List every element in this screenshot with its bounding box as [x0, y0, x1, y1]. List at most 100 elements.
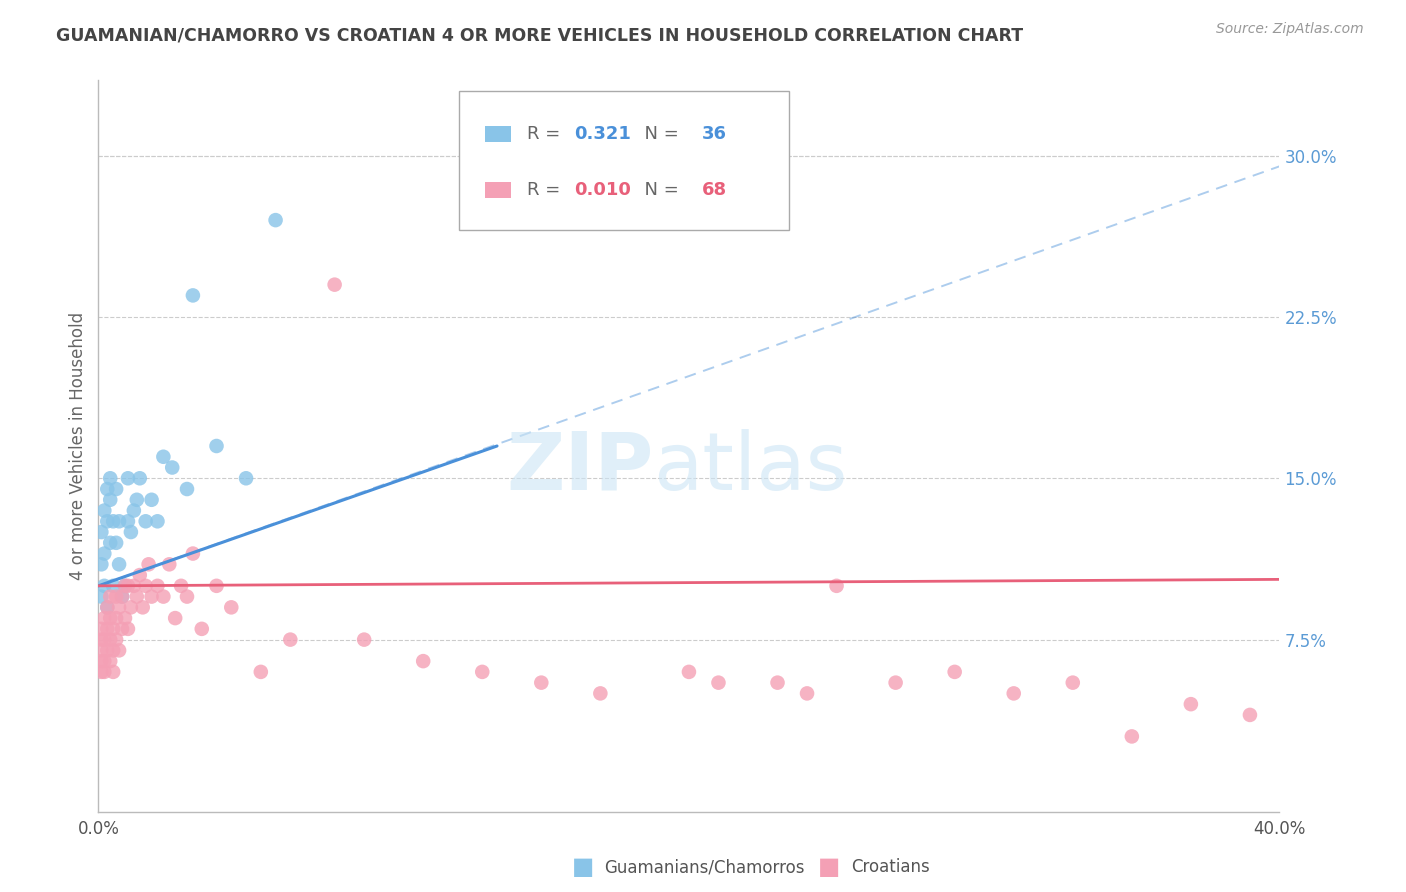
Text: 36: 36 [702, 125, 727, 143]
Text: N =: N = [634, 125, 685, 143]
Point [122, 579, 145, 593]
Point [93, 632, 115, 647]
Point [141, 492, 163, 507]
Point [766, 675, 789, 690]
Point [96, 514, 118, 528]
Point [157, 558, 180, 572]
Point [181, 547, 204, 561]
Point [111, 590, 134, 604]
Point [176, 590, 198, 604]
Point [1180, 697, 1202, 711]
Point [90, 524, 112, 539]
Bar [485, 182, 510, 198]
Point [530, 675, 553, 690]
Point [108, 558, 131, 572]
Point [90, 590, 112, 604]
Point [117, 514, 139, 528]
Point [98, 471, 121, 485]
Point [678, 665, 700, 679]
Point [471, 665, 494, 679]
Point [152, 590, 174, 604]
Text: atlas: atlas [654, 429, 848, 507]
Point [98, 654, 121, 668]
Text: N =: N = [634, 181, 685, 199]
Point [235, 471, 257, 485]
Point [707, 675, 730, 690]
Point [114, 611, 136, 625]
Point [219, 600, 242, 615]
Point [138, 558, 160, 572]
Point [90, 622, 112, 636]
Point [105, 632, 128, 647]
Point [108, 643, 131, 657]
Point [98, 590, 121, 604]
Point [117, 471, 139, 485]
Point [105, 611, 128, 625]
Point [93, 547, 115, 561]
Point [135, 579, 157, 593]
Point [278, 632, 302, 647]
Point [825, 579, 848, 593]
Text: ■: ■ [572, 855, 595, 879]
Point [135, 514, 157, 528]
Point [205, 579, 228, 593]
Point [122, 503, 145, 517]
Point [1121, 730, 1143, 744]
Point [103, 514, 125, 528]
Point [93, 665, 115, 679]
Point [108, 600, 131, 615]
Text: R =: R = [527, 181, 567, 199]
Point [1239, 707, 1261, 722]
Point [132, 600, 155, 615]
Point [181, 288, 204, 302]
Point [111, 622, 134, 636]
Point [589, 686, 612, 700]
Point [796, 686, 818, 700]
Point [191, 622, 214, 636]
Point [125, 492, 148, 507]
Text: Croatians: Croatians [851, 858, 929, 876]
Point [90, 558, 112, 572]
Point [205, 439, 228, 453]
Text: Guamanians/Chamorros: Guamanians/Chamorros [605, 858, 806, 876]
Point [96, 643, 118, 657]
Y-axis label: 4 or more Vehicles in Household: 4 or more Vehicles in Household [69, 312, 87, 580]
Point [128, 568, 150, 582]
Point [96, 622, 118, 636]
Point [96, 482, 118, 496]
Point [412, 654, 434, 668]
Point [165, 611, 187, 625]
Point [105, 590, 128, 604]
Text: ■: ■ [818, 855, 841, 879]
Point [103, 622, 125, 636]
Point [90, 654, 112, 668]
Text: 68: 68 [702, 181, 727, 199]
Point [93, 654, 115, 668]
Point [323, 277, 346, 292]
FancyBboxPatch shape [458, 91, 789, 230]
Text: GUAMANIAN/CHAMORRO VS CROATIAN 4 OR MORE VEHICLES IN HOUSEHOLD CORRELATION CHART: GUAMANIAN/CHAMORRO VS CROATIAN 4 OR MORE… [56, 27, 1024, 45]
Point [120, 600, 142, 615]
Point [96, 600, 118, 615]
Point [884, 675, 907, 690]
Point [170, 579, 193, 593]
Text: 0.321: 0.321 [575, 125, 631, 143]
Text: R =: R = [527, 125, 567, 143]
Point [103, 579, 125, 593]
Point [152, 450, 174, 464]
Point [105, 536, 128, 550]
Point [93, 579, 115, 593]
Point [141, 590, 163, 604]
Point [90, 665, 112, 679]
Point [98, 536, 121, 550]
Point [943, 665, 966, 679]
Point [103, 665, 125, 679]
Point [1062, 675, 1084, 690]
Point [96, 600, 118, 615]
Point [146, 579, 169, 593]
Point [111, 590, 134, 604]
Point [98, 632, 121, 647]
Point [105, 482, 128, 496]
Point [125, 590, 148, 604]
Point [117, 579, 139, 593]
